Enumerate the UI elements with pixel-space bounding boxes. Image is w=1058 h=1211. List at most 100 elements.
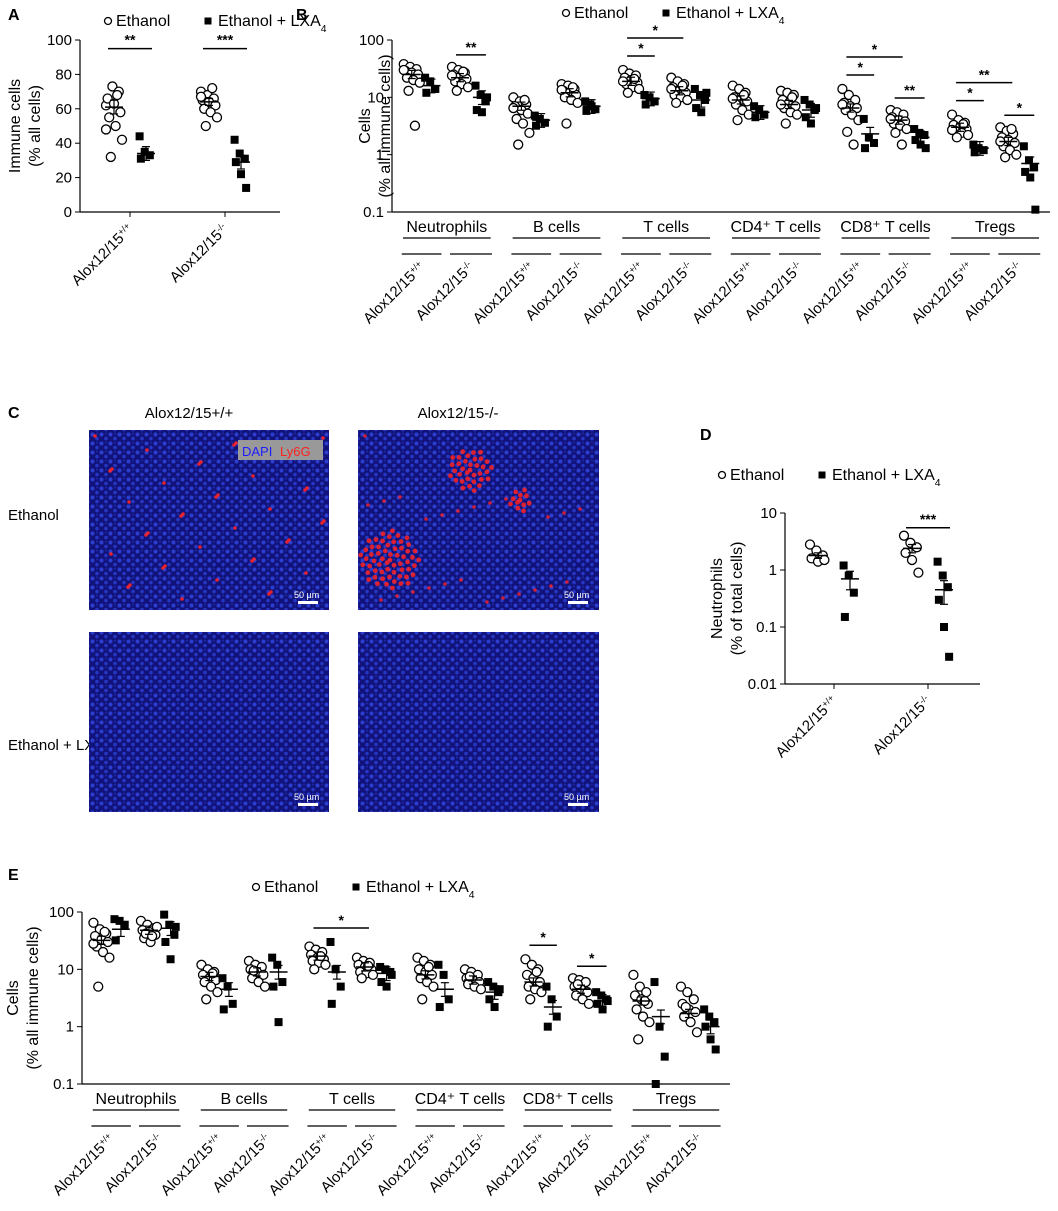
ly6g-cell	[385, 542, 391, 548]
significance-label: ***	[217, 32, 234, 48]
data-point-ethanol	[398, 64, 409, 76]
x-tick-label: Alox12/15+/+	[772, 693, 840, 761]
data-point-ethanol	[885, 113, 896, 125]
panel-a: Ethanol Ethanol + LXA4 0 20 40 60 80 100 Immune …	[7, 13, 327, 289]
ly6g-cell	[460, 466, 466, 472]
y-axis-title: Cells	[5, 980, 22, 1016]
ly6g-cell	[477, 471, 483, 476]
legend-marker-ethanol	[561, 8, 571, 18]
significance-label: **	[904, 82, 915, 98]
data-point-ethanol	[110, 120, 121, 132]
data-point-lxa4	[921, 144, 930, 153]
ly6g-cell	[456, 455, 462, 460]
data-point-lxa4	[705, 1012, 714, 1021]
data-point-lxa4	[472, 106, 481, 115]
data-point-ethanol	[804, 539, 816, 550]
data-point-lxa4	[274, 1018, 283, 1027]
y-tick-label: 1	[769, 562, 777, 579]
data-point-ethanol	[685, 1016, 696, 1028]
data-point-lxa4	[268, 953, 277, 962]
ly6g-cell	[371, 558, 377, 564]
data-point-ethanol	[513, 139, 524, 150]
data-point-lxa4	[910, 125, 919, 134]
group-label: CD4⁺ T cells	[415, 1091, 506, 1108]
ly6g-cell	[488, 501, 492, 505]
ly6g-cell	[382, 499, 386, 503]
significance-label: *	[589, 950, 595, 966]
data-point-ethanol	[525, 994, 536, 1005]
ly6g-cell	[109, 552, 113, 556]
ly6g-cell	[465, 453, 471, 459]
ly6g-positive-cells	[93, 434, 582, 604]
ly6g-cell	[372, 568, 378, 574]
data-point-lxa4	[535, 114, 544, 123]
data-point-lxa4	[650, 978, 659, 987]
legend-marker-ethanol	[103, 16, 113, 26]
data-point-ethanol	[508, 102, 519, 114]
data-point-ethanol	[309, 964, 320, 975]
significance-label: ***	[920, 511, 937, 527]
ly6g-cell	[108, 469, 112, 473]
panel-c-row-label-lxa4: Ethanol + LXA4	[8, 737, 113, 754]
ly6g-cell	[464, 470, 470, 475]
significance-label: *	[638, 40, 644, 56]
ly6g-cell	[215, 578, 219, 582]
ly6g-cell	[126, 585, 130, 589]
data-point-lxa4	[598, 1005, 607, 1014]
group-label: CD8⁺ T cells	[523, 1091, 614, 1108]
ly6g-cell	[427, 586, 431, 590]
data-point-ethanol	[890, 127, 901, 139]
subgroup-label: Alox12/15-/-	[632, 259, 697, 324]
data-point-lxa4	[223, 982, 232, 991]
data-point-lxa4	[812, 104, 821, 113]
ly6g-cell	[366, 503, 370, 507]
subgroup-label: Alox12/15-/-	[317, 1131, 382, 1196]
ly6g-cell	[412, 563, 417, 569]
y-tick-label: 1	[66, 1019, 74, 1036]
ly6g-cell	[144, 533, 148, 537]
ly6g-cell	[394, 552, 400, 558]
data-point-lxa4	[422, 88, 431, 97]
group-label: Tregs	[975, 219, 1015, 236]
data-point-ethanol	[517, 118, 529, 129]
significance-label: *	[338, 912, 344, 928]
ly6g-cell	[468, 462, 473, 468]
significance-label: *	[652, 22, 658, 38]
ly6g-cell	[376, 562, 382, 567]
data-point-ethanol	[259, 981, 271, 992]
ly6g-cell	[179, 514, 183, 518]
scale-bar-label-3: 50 µm	[294, 792, 319, 802]
ly6g-cell	[471, 479, 477, 485]
ly6g-cell	[320, 521, 324, 525]
group-label: B cells	[533, 219, 580, 236]
ly6g-cell	[457, 471, 463, 477]
micrograph-ko-ethanol	[358, 430, 599, 610]
group-label: Neutrophils	[96, 1091, 177, 1108]
data-point-lxa4	[165, 920, 174, 929]
data-point-lxa4	[532, 121, 541, 130]
data-point-ethanol	[727, 93, 738, 104]
data-point-ethanol	[780, 118, 791, 129]
panel-c-row-label-ethanol: Ethanol	[8, 507, 59, 524]
panel-label-c: C	[8, 405, 20, 422]
significance-label: **	[979, 67, 990, 83]
data-point-lxa4	[111, 936, 120, 945]
legend-label-ethanol: Ethanol	[574, 5, 628, 22]
data-point-ethanol	[88, 917, 99, 928]
data-point-ethanol	[212, 986, 223, 998]
ly6g-cell	[478, 456, 484, 462]
legend-label-lxa4: Ethanol + LXA4	[366, 879, 475, 901]
data-point-lxa4	[702, 88, 711, 97]
data-point-lxa4	[484, 978, 493, 987]
data-point-lxa4	[970, 148, 979, 157]
ly6g-cell	[398, 539, 404, 544]
data-point-lxa4	[331, 965, 340, 974]
data-point-lxa4	[641, 100, 650, 109]
data-point-lxa4	[434, 960, 443, 969]
ly6g-cell	[390, 585, 395, 591]
ly6g-cell	[399, 545, 404, 551]
ly6g-cell	[471, 472, 477, 478]
data-point-lxa4	[161, 937, 170, 946]
ly6g-cell	[460, 449, 466, 455]
ly6g-cell	[416, 557, 422, 563]
